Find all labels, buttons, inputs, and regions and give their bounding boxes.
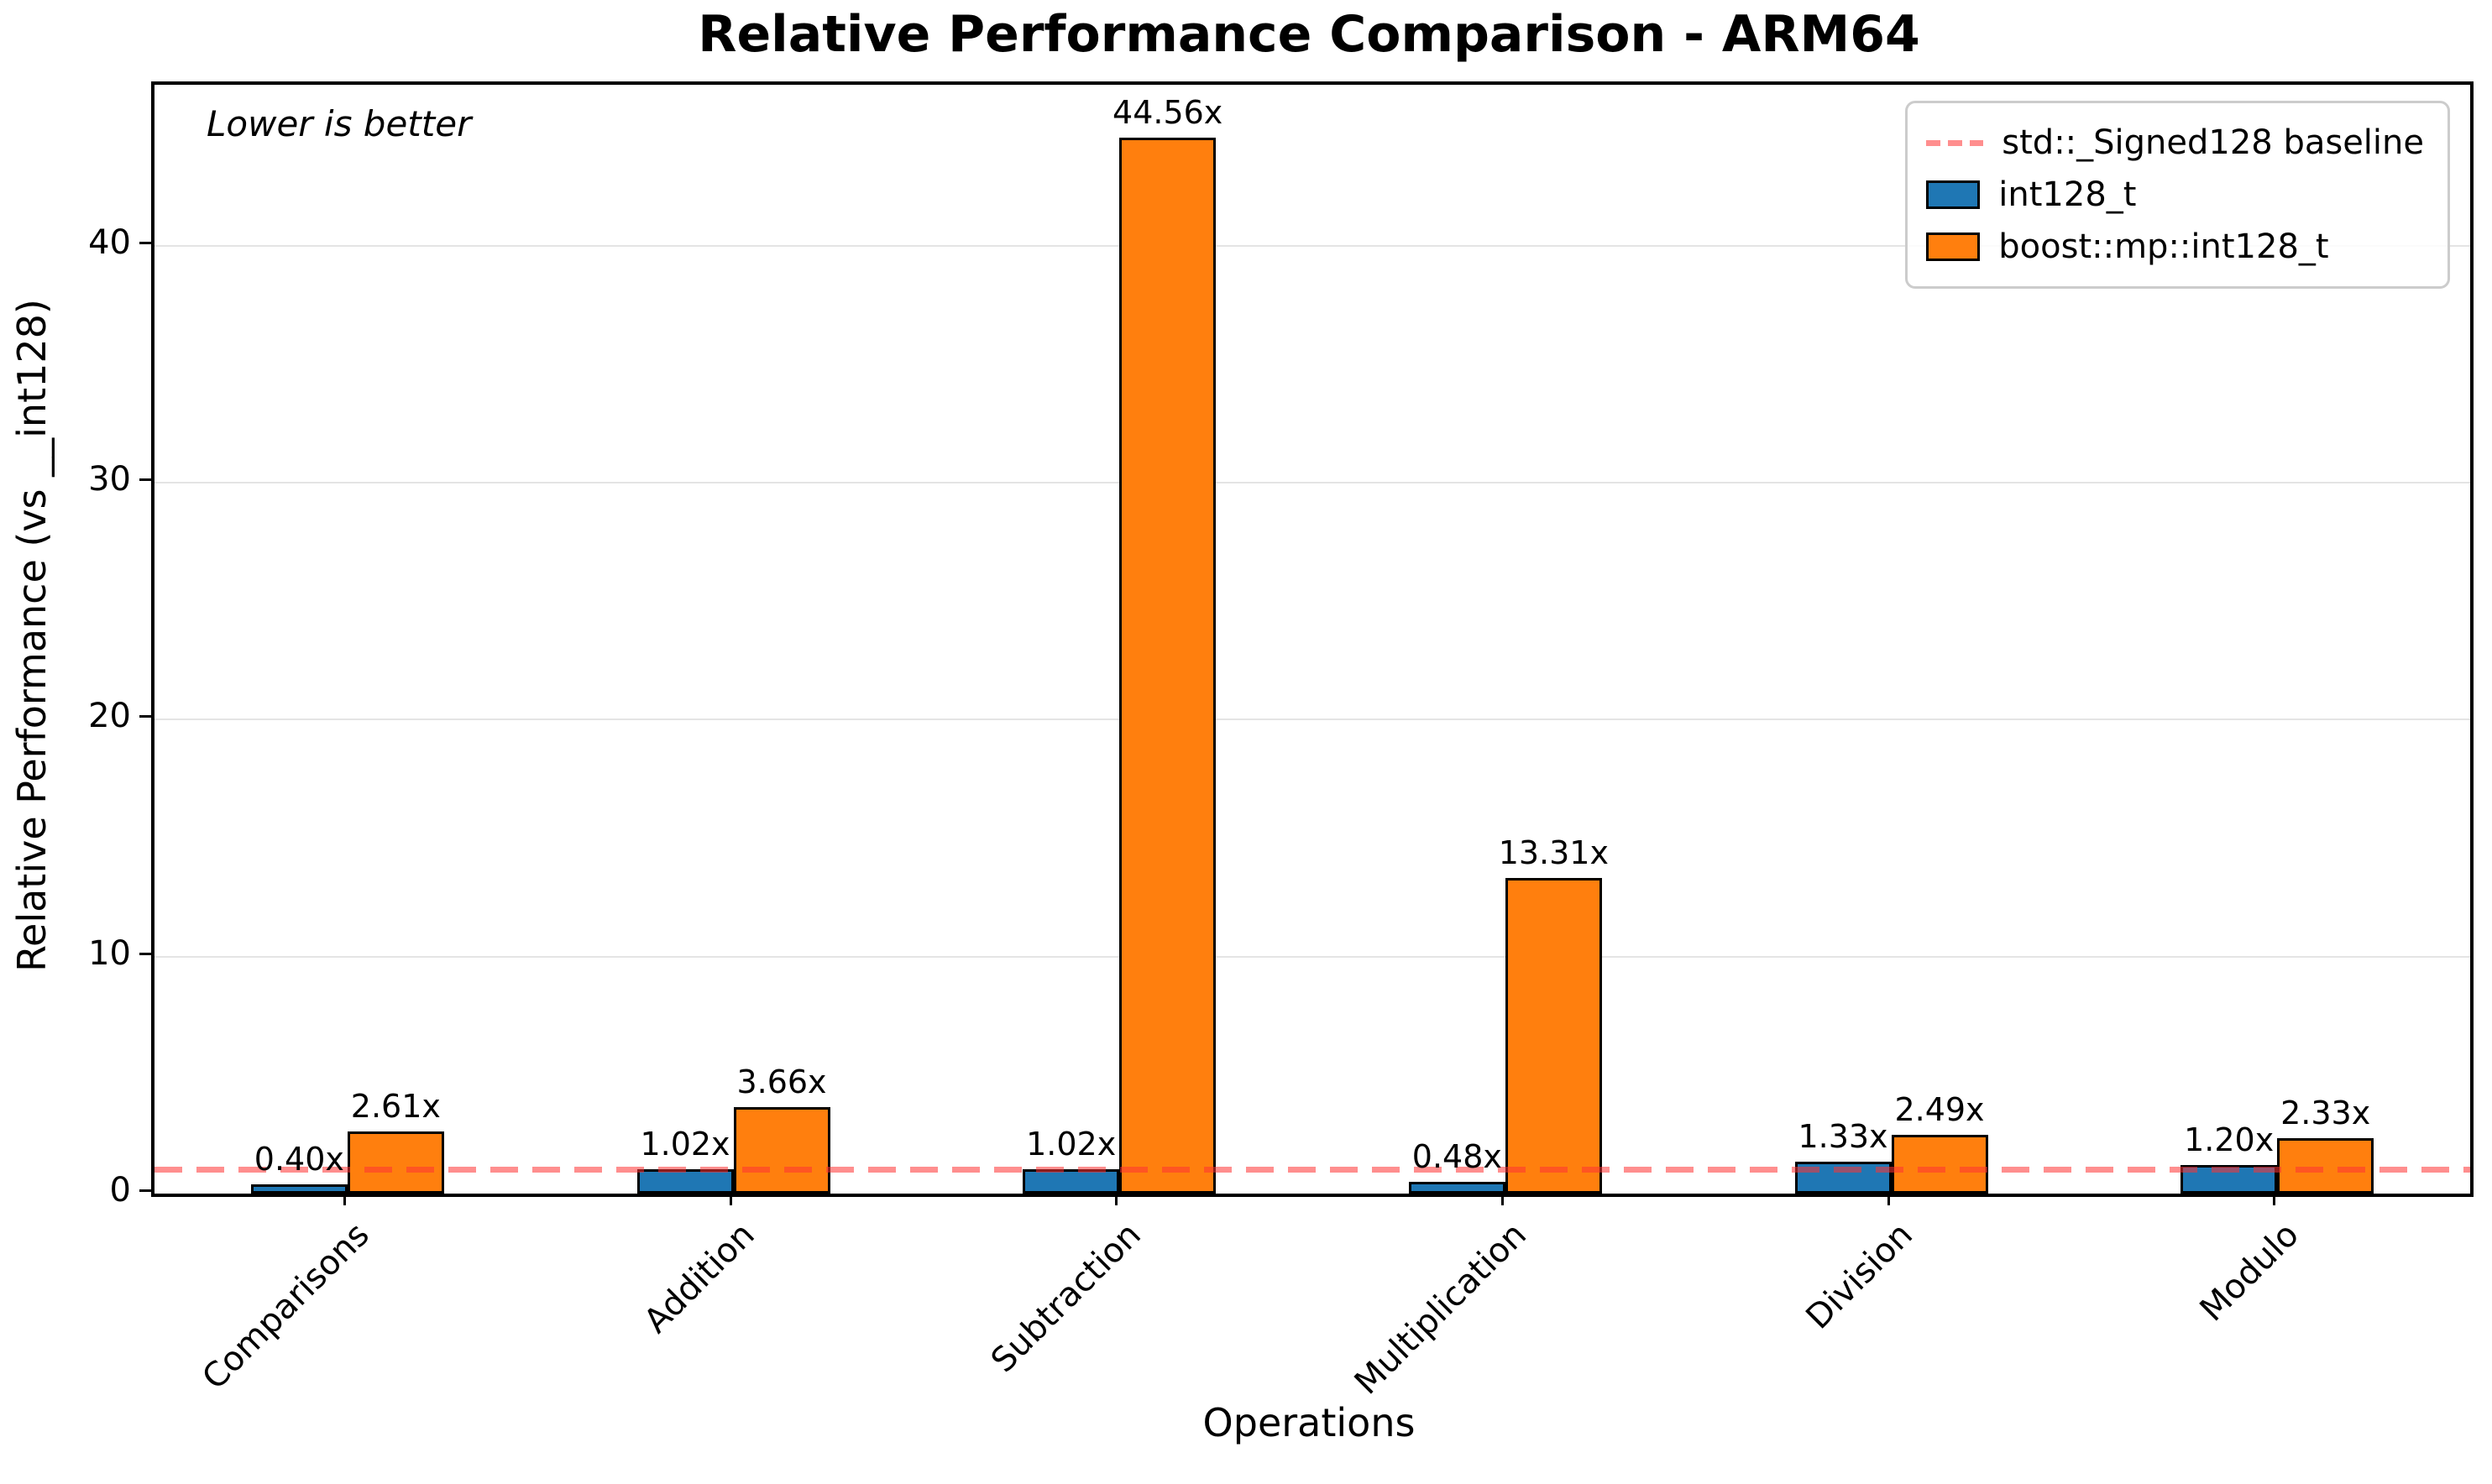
bar-boost-mp-int128-t-comparisons <box>347 1131 444 1194</box>
ytick-label-40: 40 <box>88 222 131 262</box>
bar-boost-mp-int128-t-addition <box>733 1106 830 1194</box>
xtick-mark-modulo <box>2273 1194 2276 1205</box>
legend-row-baseline: std::_Signed128 baseline <box>1926 117 2424 169</box>
xtick-label-comparisons: Comparisons <box>194 1215 377 1398</box>
bar-value-label: 2.61x <box>350 1088 441 1126</box>
legend-row-int128: int128_t <box>1926 169 2424 221</box>
bar-int128-t-subtraction <box>1023 1169 1120 1194</box>
bar-value-label: 13.31x <box>1498 834 1609 872</box>
bar-value-label: 0.48x <box>1411 1138 1502 1176</box>
legend: std::_Signed128 baseline int128_t boost:… <box>1905 101 2450 289</box>
gridline-y-10 <box>154 955 2470 958</box>
bar-value-label: 1.20x <box>2184 1121 2275 1159</box>
xtick-mark-division <box>1887 1194 1890 1205</box>
chart-title: Relative Performance Comparison - ARM64 <box>698 5 1920 64</box>
ytick-label-10: 10 <box>88 933 131 973</box>
xtick-label-multiplication: Multiplication <box>1347 1215 1535 1403</box>
bar-boost-mp-int128-t-multiplication <box>1505 878 1602 1194</box>
gridline-y-40 <box>154 244 2470 247</box>
boost-color-swatch <box>1926 233 1981 261</box>
ytick-label-30: 30 <box>88 460 131 499</box>
xtick-mark-subtraction <box>1115 1194 1118 1205</box>
ytick-mark-0 <box>139 1189 151 1192</box>
ytick-mark-20 <box>139 715 151 718</box>
baseline-dashed-line-swatch <box>1926 139 1984 146</box>
y-axis-label: Relative Performance (vs __int128) <box>9 299 55 972</box>
xtick-label-division: Division <box>1798 1215 1921 1337</box>
bar-value-label: 1.33x <box>1798 1118 1888 1156</box>
bar-boost-mp-int128-t-modulo <box>2277 1138 2374 1194</box>
bar-value-label: 0.40x <box>254 1140 344 1178</box>
bar-int128-t-addition <box>636 1169 734 1194</box>
ytick-mark-40 <box>139 241 151 244</box>
legend-label-boost: boost::mp::int128_t <box>1998 227 2329 266</box>
bar-value-label: 3.66x <box>736 1063 827 1100</box>
gridline-y-30 <box>154 482 2470 484</box>
ytick-label-20: 20 <box>88 697 131 736</box>
lower-is-better-annotation: Lower is better <box>207 103 472 144</box>
gridline-y-20 <box>154 718 2470 721</box>
bar-int128-t-comparisons <box>250 1184 348 1194</box>
bar-boost-mp-int128-t-subtraction <box>1119 138 1217 1194</box>
xtick-mark-comparisons <box>343 1194 346 1205</box>
bar-value-label: 1.02x <box>640 1126 730 1163</box>
legend-row-boost: boost::mp::int128_t <box>1926 221 2424 273</box>
xtick-label-addition: Addition <box>636 1215 763 1341</box>
x-axis-label: Operations <box>1202 1400 1416 1445</box>
xtick-mark-addition <box>729 1194 732 1205</box>
ytick-mark-30 <box>139 478 151 482</box>
legend-label-baseline: std::_Signed128 baseline <box>2002 123 2424 162</box>
ytick-label-0: 0 <box>109 1171 131 1210</box>
int128-color-swatch <box>1926 180 1981 209</box>
bar-int128-t-multiplication <box>1408 1182 1505 1194</box>
xtick-label-modulo: Modulo <box>2192 1215 2306 1330</box>
bar-boost-mp-int128-t-division <box>1891 1134 1988 1194</box>
bar-value-label: 1.02x <box>1026 1126 1117 1163</box>
bar-value-label: 2.49x <box>1894 1090 1985 1128</box>
bar-value-label: 44.56x <box>1112 94 1223 132</box>
xtick-label-subtraction: Subtraction <box>983 1215 1149 1381</box>
xtick-mark-multiplication <box>1500 1194 1504 1205</box>
legend-label-int128: int128_t <box>1998 175 2137 214</box>
ytick-mark-10 <box>139 952 151 955</box>
bar-value-label: 2.33x <box>2280 1095 2371 1132</box>
baseline-dashed-line <box>154 1166 2470 1173</box>
